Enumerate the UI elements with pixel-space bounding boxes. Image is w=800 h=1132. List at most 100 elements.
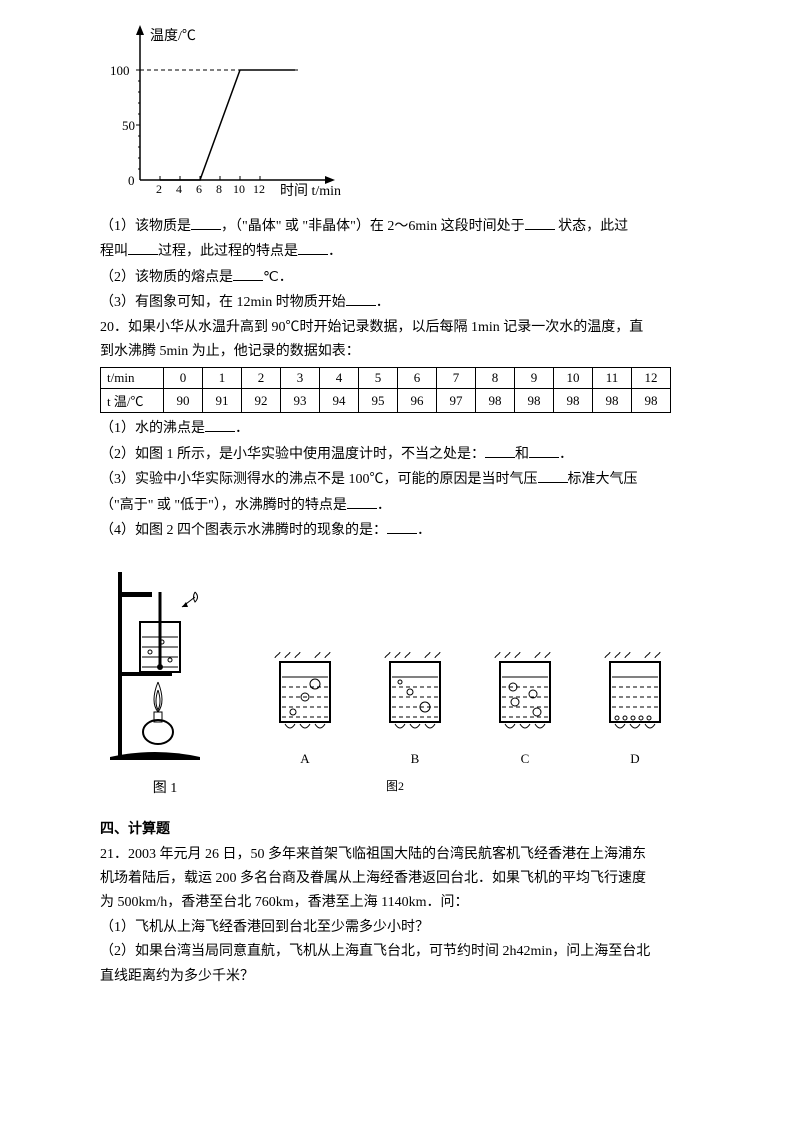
text: ，（"晶体" 或 "非晶体"）在 2～6min 这段时间处于 [221,219,525,234]
text: （2）如图 1 所示，是小华实验中使用温度计时，不当之处是： [100,447,485,462]
text: ． [559,447,573,462]
text: ． [328,244,342,259]
cell: 92 [242,389,281,413]
cell: 94 [320,389,359,413]
beaker-label: D [595,751,675,767]
q20-intro-1: 20．如果小华从水温升高到 90℃时开始记录数据，以后每隔 1min 记录一次水… [100,317,740,339]
text: 标准大气压 [568,472,638,487]
svg-text:0: 0 [128,173,135,188]
blank [525,215,555,230]
beaker-b: B [375,642,455,767]
text: ． [235,421,249,436]
svg-text:温度/℃: 温度/℃ [150,28,196,44]
text: 状态，此过 [555,219,629,234]
q20-p4: （4）如图 2 四个图表示水沸腾时的现象的是： ． [100,519,740,542]
q19-line1: （1）该物质是，（"晶体" 或 "非晶体"）在 2～6min 这段时间处于 状态… [100,215,740,238]
q19-line3: （2）该物质的熔点是 ℃． [100,266,740,289]
beaker-label: A [265,751,345,767]
text: ． [376,295,390,310]
blank [485,443,515,458]
q21-p2b: 直线距离约为多少千米？ [100,966,740,988]
temperature-chart: 100 50 0 2 4 6 8 10 [100,20,740,205]
blank [205,417,235,432]
caption-row: 图 1 图2 [100,777,740,797]
beaker-label: B [375,751,455,767]
text: 过程，此过程的特点是 [158,244,298,259]
q21-l1: 21．2003 年元月 26 日，50 多年来首架飞临祖国大陆的台湾民航客机飞经… [100,844,740,866]
text: （"高于" 或 "低于"），水沸腾时的特点是 [100,498,347,513]
svg-text:2: 2 [156,182,162,196]
q20-p2: （2）如图 1 所示，是小华实验中使用温度计时，不当之处是： 和 ． [100,443,740,466]
blank [233,266,263,281]
svg-text:6: 6 [196,182,202,196]
cell: 9 [515,368,554,389]
text: ． [417,523,431,538]
cell: 10 [554,368,593,389]
beaker-c: C [485,642,565,767]
beaker-d: D [595,642,675,767]
fig1-caption: 图 1 [100,777,230,797]
beaker-label: C [485,751,565,767]
text: 和 [515,447,529,462]
cell: 7 [437,368,476,389]
blank [387,519,417,534]
cell: 4 [320,368,359,389]
cell: 98 [593,389,632,413]
blank [128,240,158,255]
svg-text:12: 12 [253,182,265,196]
cell: 0 [164,368,203,389]
q20-p1: （1）水的沸点是 ． [100,417,740,440]
blank [298,240,328,255]
cell: t/min [101,368,164,389]
text: （3）有图象可知，在 12min 时物质开始 [100,295,346,310]
q21-l2: 机场着陆后，载运 200 多名台商及眷属从上海经香港返回台北．如果飞机的平均飞行… [100,868,740,890]
cell: 11 [593,368,632,389]
table-row: t 温/℃ 90 91 92 93 94 95 96 97 98 98 98 9… [101,389,671,413]
cell: 98 [515,389,554,413]
svg-text:50: 50 [122,118,135,133]
cell: 98 [476,389,515,413]
cell: 95 [359,389,398,413]
data-table: t/min 0 1 2 3 4 5 6 7 8 9 10 11 12 t 温/℃… [100,367,671,413]
figure-row: A B [100,562,740,767]
text: 程叫 [100,244,128,259]
blank [347,494,377,509]
cell: 3 [281,368,320,389]
cell: 93 [281,389,320,413]
svg-text:时间 t/min: 时间 t/min [280,183,341,199]
section-heading: 四、计算题 [100,819,740,841]
fig2-caption: 图2 [230,777,560,797]
blank [346,291,376,306]
svg-text:8: 8 [216,182,222,196]
cell: 97 [437,389,476,413]
cell: 5 [359,368,398,389]
text: （2）该物质的熔点是 [100,270,233,285]
cell: t 温/℃ [101,389,164,413]
q20-p3-1: （3）实验中小华实际测得水的沸点不是 100℃，可能的原因是当时气压标准大气压 [100,468,740,491]
cell: 96 [398,389,437,413]
cell: 1 [203,368,242,389]
svg-text:4: 4 [176,182,182,196]
cell: 12 [632,368,671,389]
q21-p2a: （2）如果台湾当局同意直航，飞机从上海直飞台北，可节约时间 2h42min，问上… [100,941,740,963]
svg-text:100: 100 [110,63,130,78]
table-row: t/min 0 1 2 3 4 5 6 7 8 9 10 11 12 [101,368,671,389]
blank [191,215,221,230]
q19-line2: 程叫 过程，此过程的特点是 ． [100,240,740,263]
text: ℃． [263,270,293,285]
cell: 90 [164,389,203,413]
text: （4）如图 2 四个图表示水沸腾时的现象的是： [100,523,387,538]
text: （1）水的沸点是 [100,421,205,436]
cell: 8 [476,368,515,389]
blank [529,443,559,458]
q20-intro-2: 到水沸腾 5min 为止，他记录的数据如表： [100,341,740,363]
beaker-a: A [265,642,345,767]
cell: 91 [203,389,242,413]
cell: 98 [632,389,671,413]
cell: 6 [398,368,437,389]
apparatus-icon [100,562,210,767]
q21-p1: （1）飞机从上海飞经香港回到台北至少需多少小时？ [100,917,740,939]
blank [538,468,568,483]
q20-p3-2: （"高于" 或 "低于"），水沸腾时的特点是． [100,494,740,517]
q21-l3: 为 500km/h，香港至台北 760km，香港至上海 1140km．问： [100,892,740,914]
